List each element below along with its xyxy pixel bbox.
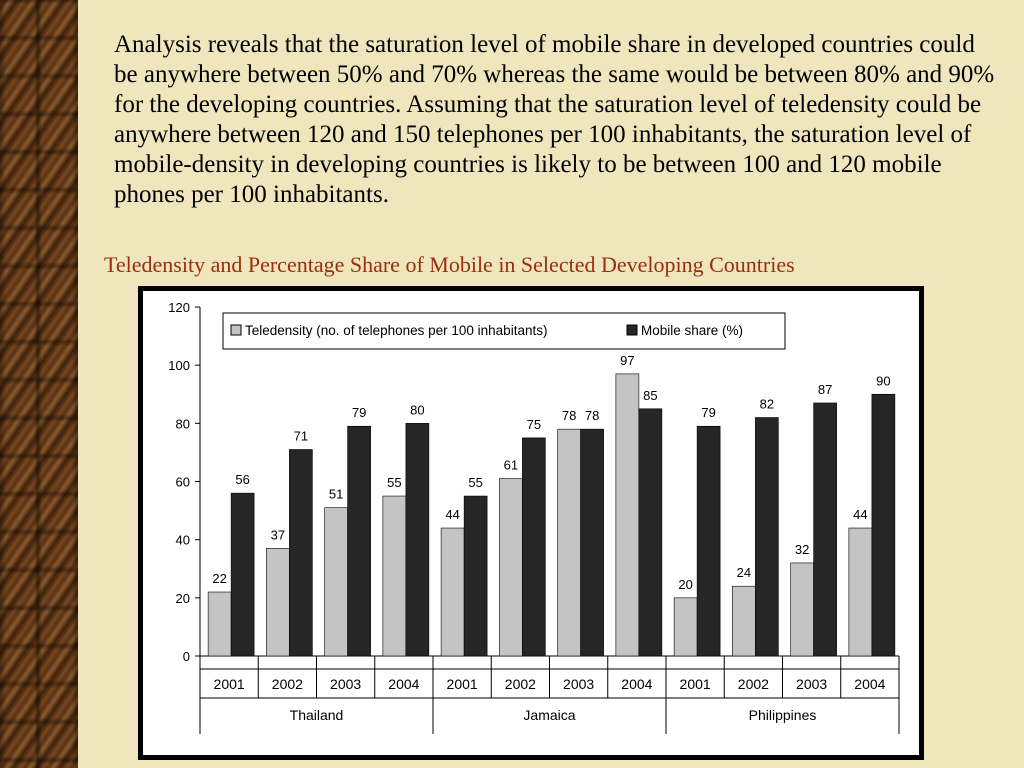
bar-mobile-share bbox=[405, 423, 430, 657]
data-label-mobile-share: 78 bbox=[585, 408, 599, 423]
category-label: 2002 bbox=[738, 676, 769, 692]
data-label-teledensity: 37 bbox=[271, 527, 285, 542]
bar-mobile-share bbox=[289, 449, 313, 657]
data-label-mobile-share: 90 bbox=[876, 373, 890, 388]
bar-teledensity bbox=[324, 507, 348, 657]
data-label-teledensity: 78 bbox=[562, 408, 576, 423]
legend-swatch-mobile bbox=[626, 324, 638, 336]
value-labels: 22 37 51 55 44 61 78 97 20 24 32 44 56 71 79 80 55 75 78 85… bbox=[212, 353, 890, 592]
data-label-teledensity: 44 bbox=[445, 507, 459, 522]
decorative-wood-sidebar bbox=[0, 0, 78, 768]
bar-teledensity bbox=[499, 478, 523, 657]
category-label: 2001 bbox=[680, 676, 711, 692]
data-label-mobile-share: 79 bbox=[352, 405, 366, 420]
bar-teledensity bbox=[673, 597, 698, 657]
data-label-teledensity: 97 bbox=[620, 353, 634, 368]
group-label-jamaica: Jamaica bbox=[523, 707, 575, 723]
y-tick-label: 100 bbox=[168, 358, 190, 373]
group-label-philippines: Philippines bbox=[749, 707, 817, 723]
data-label-teledensity: 24 bbox=[737, 565, 751, 580]
data-label-teledensity: 55 bbox=[387, 475, 401, 490]
legend-swatch-teledensity bbox=[230, 324, 242, 336]
chart-title: Teledensity and Percentage Share of Mobi… bbox=[104, 252, 795, 277]
bar-chart: 0 20 40 60 80 100 120 2001 2002 2003 2004 2001 2002 2… bbox=[143, 291, 919, 755]
bar-teledensity bbox=[382, 495, 407, 657]
bar-mobile-share bbox=[696, 425, 721, 657]
bar-mobile-share bbox=[813, 402, 837, 657]
group-label-thailand: Thailand bbox=[290, 707, 344, 723]
bar-teledensity bbox=[790, 562, 814, 657]
legend: Teledensity (no. of telephones per 100 i… bbox=[222, 312, 786, 350]
data-label-mobile-share: 82 bbox=[760, 397, 774, 412]
legend-label-teledensity: Teledensity (no. of telephones per 100 i… bbox=[245, 323, 547, 338]
bar-mobile-share bbox=[347, 425, 371, 657]
category-label: 2001 bbox=[447, 676, 478, 692]
category-label: 2001 bbox=[214, 676, 245, 692]
bar-mobile-share bbox=[638, 408, 663, 657]
bar-mobile-share bbox=[463, 495, 488, 657]
chart-frame: 0 20 40 60 80 100 120 2001 2002 2003 2004 2001 2002 2… bbox=[138, 286, 924, 760]
category-label: 2004 bbox=[388, 676, 419, 692]
y-tick-label: 80 bbox=[176, 416, 190, 431]
data-label-teledensity: 61 bbox=[504, 458, 518, 473]
bar-mobile-share bbox=[230, 492, 255, 657]
category-label: 2002 bbox=[505, 676, 536, 692]
y-tick-label: 60 bbox=[176, 475, 190, 490]
bar-mobile-share bbox=[755, 417, 779, 657]
data-label-mobile-share: 55 bbox=[468, 475, 482, 490]
axes: 0 20 40 60 80 100 120 2001 2002 2003 2004 2001 2002 2… bbox=[168, 300, 900, 734]
bar-teledensity bbox=[557, 428, 581, 657]
data-label-mobile-share: 85 bbox=[643, 388, 657, 403]
data-label-mobile-share: 71 bbox=[294, 429, 308, 444]
bar-teledensity bbox=[848, 527, 873, 657]
category-label: 2002 bbox=[272, 676, 303, 692]
bar-teledensity bbox=[615, 373, 640, 657]
legend-label-mobile: Mobile share (%) bbox=[641, 323, 743, 338]
legend-box bbox=[222, 312, 786, 350]
bar-teledensity bbox=[732, 585, 756, 657]
category-label: 2003 bbox=[796, 676, 827, 692]
bar-mobile-share bbox=[871, 393, 896, 657]
y-tick-label: 120 bbox=[168, 300, 190, 315]
slide-paragraph: Analysis reveals that the saturation lev… bbox=[114, 31, 995, 208]
data-label-mobile-share: 80 bbox=[410, 402, 424, 417]
bar-teledensity bbox=[207, 591, 232, 657]
category-label: 2004 bbox=[621, 676, 652, 692]
data-label-teledensity: 51 bbox=[329, 487, 343, 502]
data-label-mobile-share: 75 bbox=[527, 417, 541, 432]
data-label-mobile-share: 79 bbox=[701, 405, 715, 420]
data-label-teledensity: 22 bbox=[212, 571, 226, 586]
data-label-teledensity: 20 bbox=[678, 577, 692, 592]
bar-mobile-share bbox=[522, 437, 546, 657]
bars bbox=[207, 373, 896, 657]
bar-teledensity bbox=[266, 548, 290, 657]
bar-mobile-share bbox=[580, 428, 604, 657]
data-label-mobile-share: 56 bbox=[235, 472, 249, 487]
y-tick-label: 0 bbox=[183, 649, 190, 664]
y-tick-label: 40 bbox=[176, 533, 190, 548]
bar-teledensity bbox=[440, 527, 465, 657]
category-label: 2003 bbox=[563, 676, 594, 692]
data-label-teledensity: 44 bbox=[853, 507, 867, 522]
y-tick-label: 20 bbox=[176, 591, 190, 606]
data-label-teledensity: 32 bbox=[795, 542, 809, 557]
category-label: 2004 bbox=[854, 676, 885, 692]
category-label: 2003 bbox=[330, 676, 361, 692]
data-label-mobile-share: 87 bbox=[818, 382, 832, 397]
